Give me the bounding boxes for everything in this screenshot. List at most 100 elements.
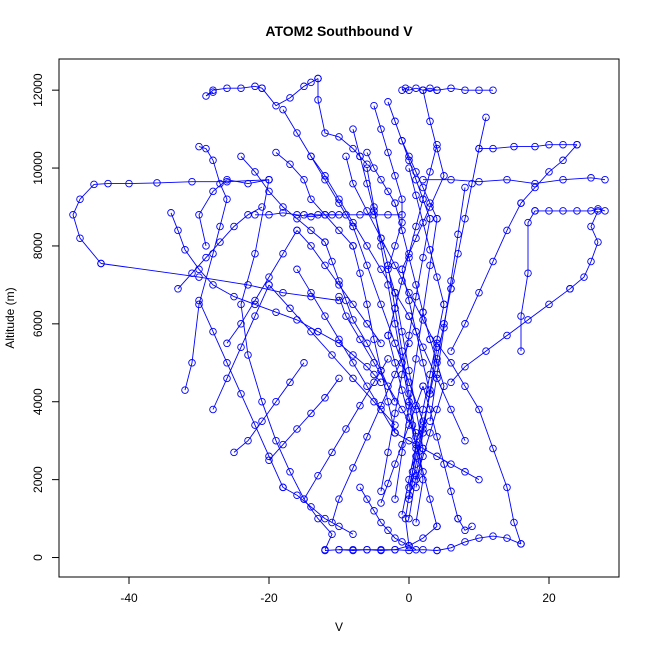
data-point: [412, 460, 420, 468]
profile-line: [170, 212, 319, 332]
x-axis: -40 -20 0 20: [120, 576, 556, 605]
data-point: [391, 117, 399, 126]
profile-line: [303, 358, 389, 500]
data-point: [286, 160, 294, 168]
data-point: [510, 142, 518, 151]
data-point: [475, 144, 483, 153]
data-point: [363, 160, 371, 168]
data-point: [447, 405, 455, 414]
data-point: [419, 429, 427, 437]
data-point: [251, 312, 259, 320]
data-point: [391, 409, 399, 418]
data-point: [195, 211, 203, 219]
data-point: [440, 323, 448, 332]
data-point: [76, 195, 84, 203]
data-point: [321, 394, 329, 402]
data-point: [398, 538, 406, 546]
data-point: [209, 281, 217, 289]
data-point: [517, 312, 525, 320]
data-point: [391, 199, 399, 207]
data-point: [405, 421, 413, 429]
data-point: [69, 211, 77, 219]
data-point: [251, 82, 259, 91]
y-tick-label: 8000: [31, 232, 45, 259]
data-point: [559, 156, 567, 165]
data-point: [272, 148, 280, 157]
profile-line: [296, 269, 396, 434]
data-point: [377, 487, 385, 496]
data-point: [440, 172, 448, 180]
data-point: [307, 195, 315, 203]
chart-title: ATOM2 Southbound V: [265, 23, 413, 39]
y-tick-label: 6000: [31, 310, 45, 337]
data-point: [391, 261, 399, 270]
data-point: [433, 522, 441, 531]
data-point: [363, 242, 371, 250]
data-point: [321, 175, 329, 184]
y-tick-label: 12000: [31, 73, 45, 107]
profile-line: [177, 206, 263, 290]
profile-series: [321, 238, 399, 406]
y-axis-label: Altitude (m): [3, 287, 17, 348]
profile-line: [520, 210, 536, 352]
data-point: [426, 117, 434, 126]
data-point: [279, 249, 287, 258]
data-point: [412, 518, 420, 527]
data-point: [419, 253, 427, 262]
data-point: [468, 179, 476, 188]
data-point: [545, 168, 553, 176]
data-point: [377, 405, 385, 414]
data-point: [580, 273, 588, 281]
data-point: [419, 195, 427, 203]
data-point: [202, 144, 210, 153]
profile-series: [265, 281, 399, 429]
data-point: [209, 327, 217, 336]
data-point: [412, 433, 420, 441]
data-point: [265, 452, 273, 461]
profile-line: [408, 288, 452, 500]
data-point: [293, 214, 301, 223]
data-point: [391, 172, 399, 180]
data-point: [335, 133, 343, 141]
data-point: [447, 347, 455, 355]
data-point: [426, 261, 434, 270]
data-point: [475, 534, 483, 542]
profile-line: [415, 339, 445, 480]
data-point: [335, 199, 343, 207]
data-point: [349, 316, 357, 324]
data-point: [405, 152, 413, 161]
data-point: [412, 355, 420, 363]
profile-series: [279, 483, 357, 538]
profile-line: [450, 202, 522, 352]
data-point: [377, 242, 385, 250]
data-point: [489, 144, 497, 153]
data-point: [307, 409, 315, 418]
data-point: [335, 545, 343, 554]
data-point: [405, 253, 413, 262]
data-point: [391, 320, 399, 328]
data-point: [377, 125, 385, 133]
data-point: [377, 546, 385, 555]
data-point: [370, 359, 378, 367]
data-point: [398, 218, 406, 227]
profile-line: [423, 87, 493, 91]
data-point: [209, 88, 217, 96]
profile-series: [174, 203, 266, 293]
data-point: [293, 129, 301, 137]
data-point: [594, 238, 602, 246]
data-point: [349, 179, 357, 188]
data-point: [405, 164, 413, 172]
profile-line: [240, 156, 326, 243]
profile-series: [279, 105, 357, 231]
data-point: [363, 339, 371, 348]
data-point: [489, 86, 497, 94]
profile-line: [359, 487, 417, 551]
data-point: [475, 86, 483, 94]
data-point: [398, 137, 406, 145]
data-point: [202, 242, 210, 250]
data-point: [412, 281, 420, 289]
data-point: [244, 211, 252, 219]
data-point: [475, 475, 483, 484]
